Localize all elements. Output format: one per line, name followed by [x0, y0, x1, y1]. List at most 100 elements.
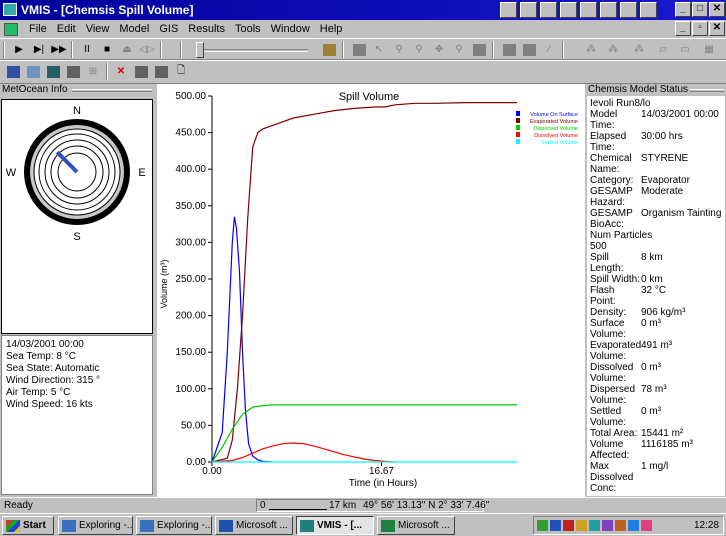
- status-key: GESAMP BioAcc:: [590, 208, 633, 230]
- taskbar-item-word[interactable]: Microsoft ...: [215, 516, 293, 535]
- taskbar-item-vmis[interactable]: VMIS - [...: [296, 516, 374, 535]
- play-button[interactable]: ▶: [15, 44, 23, 55]
- compass-north-label: N: [73, 105, 81, 117]
- menu-model[interactable]: Model: [119, 23, 150, 35]
- rewind-button[interactable]: ◁▷: [139, 44, 155, 55]
- info-line-wind-speed: Wind Speed: 16 kts: [6, 399, 93, 410]
- close-button[interactable]: ✕: [709, 2, 725, 17]
- tray-icon[interactable]: [550, 520, 561, 531]
- tray-icon[interactable]: [589, 520, 600, 531]
- panel-icon[interactable]: [152, 63, 170, 80]
- zoom-extent-icon[interactable]: ⚲: [455, 44, 463, 55]
- print-preview-icon[interactable]: 🗋: [176, 65, 186, 76]
- box-icon[interactable]: ▭: [680, 44, 690, 55]
- pan-icon[interactable]: ✥: [434, 44, 444, 55]
- model-status-box: Ievoli Run8/lo Model Time: 14/03/2001 00:0…: [587, 96, 725, 496]
- layer-icon[interactable]: [470, 41, 488, 58]
- particles-icon[interactable]: ⁂: [608, 44, 618, 55]
- time-slider-thumb[interactable]: [196, 42, 204, 58]
- select-tool-icon[interactable]: [350, 41, 368, 58]
- maximize-button[interactable]: □: [692, 2, 708, 17]
- app-icon[interactable]: [3, 3, 17, 16]
- status-key: Spill Length:: [590, 252, 624, 274]
- taskbar-item-explorer-2[interactable]: Exploring -...: [136, 516, 212, 535]
- grid-view-icon[interactable]: [24, 63, 42, 80]
- menu-gis[interactable]: GIS: [159, 23, 179, 35]
- child-close-button[interactable]: ✕: [709, 21, 725, 36]
- stop-button[interactable]: ■: [103, 44, 111, 55]
- fast-forward-button[interactable]: ▶▶: [51, 44, 67, 55]
- status-key: Elapsed Time:: [590, 131, 627, 153]
- excel-shortcut-icon[interactable]: [580, 2, 597, 18]
- eject-button[interactable]: ⏏: [122, 44, 132, 55]
- cursor-coordinates: 49° 56' 13.13" N 2° 33' 7.46": [363, 500, 490, 511]
- grid-icon[interactable]: [500, 41, 518, 58]
- tray-icon[interactable]: [641, 520, 652, 531]
- window-icon[interactable]: ⊞: [88, 66, 98, 77]
- legend-swatch: [516, 118, 520, 123]
- pointer-icon[interactable]: ↖: [374, 44, 384, 55]
- status-key: Model Time:: [590, 109, 618, 131]
- status-row: Flash Point: 32 °C: [590, 285, 722, 307]
- measure-icon[interactable]: ⁄: [548, 44, 550, 55]
- menu-tools[interactable]: Tools: [234, 23, 261, 35]
- app-shortcut-icon[interactable]: [640, 2, 657, 18]
- menu-help[interactable]: Help: [319, 23, 343, 35]
- layer-icon[interactable]: [520, 41, 538, 58]
- child-restore-button[interactable]: ▫: [692, 21, 708, 36]
- minimize-button[interactable]: _: [675, 2, 691, 17]
- y-tick-label: 0.00: [187, 457, 207, 468]
- table-view-icon[interactable]: [4, 63, 22, 80]
- tray-icon[interactable]: [563, 520, 574, 531]
- menu-view[interactable]: View: [85, 23, 110, 35]
- tray-icon[interactable]: [615, 520, 626, 531]
- tray-icon[interactable]: [628, 520, 639, 531]
- title-bar: VMIS - [Chemsis Spill Volume] _ □ ✕: [0, 0, 726, 20]
- particles-icon[interactable]: ⁂: [586, 44, 596, 55]
- series-line-dispersed-volume: [211, 404, 517, 463]
- app-shortcut-icon[interactable]: [600, 2, 617, 18]
- tray-icon[interactable]: [602, 520, 613, 531]
- particles-icon[interactable]: ⁂: [634, 44, 644, 55]
- chart-view-icon[interactable]: [44, 63, 62, 80]
- menu-results[interactable]: Results: [188, 23, 225, 35]
- word-shortcut-icon[interactable]: [560, 2, 577, 18]
- toolbar-separator: [71, 41, 73, 58]
- shape-icon[interactable]: ▱: [659, 44, 667, 55]
- document-icon[interactable]: [4, 22, 18, 36]
- legend-swatch: [516, 132, 520, 137]
- app-shortcut-icon[interactable]: [520, 2, 537, 18]
- zoom-in-icon[interactable]: ⚲: [395, 44, 403, 55]
- delete-icon[interactable]: ✕: [116, 66, 126, 77]
- toolbar-separator: [160, 41, 162, 58]
- y-tick-label: 500.00: [175, 91, 206, 102]
- pause-button[interactable]: II: [84, 44, 90, 55]
- panel-icon[interactable]: [132, 63, 150, 80]
- time-slider-track[interactable]: [196, 49, 308, 52]
- metocean-info: 14/03/2001 00:00 Sea Temp: 8 °C Sea Stat…: [1, 335, 153, 495]
- zoom-out-icon[interactable]: ⚲: [415, 44, 423, 55]
- grid-icon[interactable]: ▦: [704, 44, 714, 55]
- taskbar-item-label: Exploring -...: [157, 520, 212, 531]
- child-minimize-button[interactable]: _: [675, 21, 691, 36]
- tray-icon[interactable]: [576, 520, 587, 531]
- app-shortcut-icon[interactable]: [500, 2, 517, 18]
- metocean-panel: MetOcean Info N S E: [0, 84, 155, 497]
- status-value: 0 m³: [641, 362, 661, 373]
- explorer-icon: [62, 519, 76, 532]
- status-value: 1 mg/l: [641, 461, 669, 472]
- word-icon: [219, 519, 233, 532]
- menu-edit[interactable]: Edit: [56, 23, 76, 35]
- map-tool-icon[interactable]: [320, 41, 338, 58]
- start-button[interactable]: Start: [2, 516, 54, 535]
- panel-icon[interactable]: [64, 63, 82, 80]
- taskbar-item-explorer-1[interactable]: Exploring -...: [58, 516, 133, 535]
- step-forward-button[interactable]: ▶|: [33, 44, 45, 55]
- taskbar-item-excel[interactable]: Microsoft ...: [377, 516, 455, 535]
- tray-icon[interactable]: [537, 520, 548, 531]
- app-shortcut-icon[interactable]: [620, 2, 637, 18]
- menu-window[interactable]: Window: [270, 23, 310, 35]
- menu-file[interactable]: File: [29, 23, 47, 35]
- status-key: Settled Volume:: [590, 406, 627, 428]
- app-shortcut-icon[interactable]: [540, 2, 557, 18]
